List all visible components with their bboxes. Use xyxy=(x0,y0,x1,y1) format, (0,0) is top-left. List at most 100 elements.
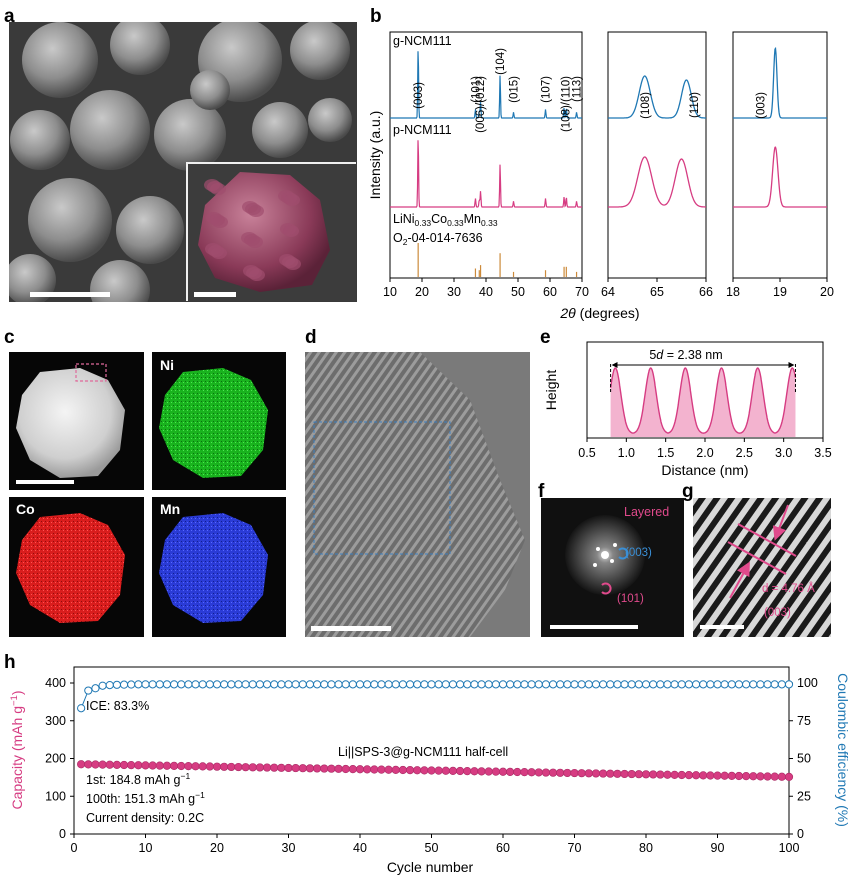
capacity-point xyxy=(620,769,629,779)
capacity-point xyxy=(313,764,322,773)
ce-point xyxy=(155,680,164,689)
ce-point xyxy=(677,680,686,689)
ce-tick-label: 50 xyxy=(797,752,811,766)
zoom2-tick-label: 19 xyxy=(773,285,787,299)
ce-point xyxy=(162,680,172,689)
capacity-point xyxy=(584,769,593,778)
ce-point xyxy=(556,680,565,689)
current-density-text: Current density: 0.2C xyxy=(86,811,204,825)
ref-formula: LiNi0.33Co0.33Mn0.33 xyxy=(393,212,498,228)
ce-point xyxy=(770,680,779,689)
ce-point xyxy=(656,680,665,689)
sem-particle xyxy=(190,70,230,110)
haadf-particle xyxy=(16,368,125,478)
ce-point xyxy=(134,680,143,689)
inset-grain xyxy=(248,205,264,217)
capacity-point xyxy=(463,767,472,776)
capacity-point xyxy=(355,765,365,774)
ce-point xyxy=(298,680,307,689)
xrd-tick-label: 20 xyxy=(415,285,429,299)
ce-point xyxy=(384,680,393,689)
zoom1-peak-label: (108) xyxy=(640,92,652,119)
capacity-point xyxy=(727,771,736,780)
peak-label: (003) xyxy=(413,82,425,109)
hundredth-cycle-text: 100th: 151.3 mAh g−1 xyxy=(86,790,205,806)
zoom1-tick-label: 66 xyxy=(699,285,713,299)
ce-point xyxy=(734,680,744,689)
ce-point xyxy=(119,680,129,689)
capacity-tick-label: 100 xyxy=(45,789,66,803)
ce-point xyxy=(448,680,458,689)
xrd-xlabel: 2θ (degrees) xyxy=(559,305,639,321)
peak-label: (104) xyxy=(495,48,507,75)
p-zoom1-pattern xyxy=(608,156,706,208)
ce-point xyxy=(98,681,107,690)
capacity-point xyxy=(141,761,150,770)
sem-particle xyxy=(28,178,112,262)
inset-grain xyxy=(247,236,263,248)
ce-point xyxy=(784,680,794,689)
zoom2-peak-label: (003) xyxy=(756,92,768,119)
capacity-point xyxy=(177,761,186,771)
ce-point xyxy=(220,680,229,689)
cycle-tick-label: 10 xyxy=(139,841,153,855)
ref-pdf: O2-04-014-7636 xyxy=(393,231,483,247)
sem-image xyxy=(9,22,357,302)
profile-tick-label: 1.5 xyxy=(657,446,674,460)
capacity-point xyxy=(656,770,665,779)
sem-particle xyxy=(110,22,170,75)
ce-point xyxy=(227,680,236,689)
ce-point xyxy=(341,680,350,689)
xrd-tick-label: 70 xyxy=(575,285,589,299)
profile-tick-label: 1.0 xyxy=(618,446,635,460)
capacity-point xyxy=(699,771,708,780)
capacity-point xyxy=(212,762,222,771)
peak-label: (113) xyxy=(572,76,584,102)
haadf-scale-bar xyxy=(16,480,74,484)
panel-label-e: e xyxy=(540,327,551,348)
ce-point xyxy=(527,680,536,689)
capacity-point xyxy=(191,762,200,771)
ce-point xyxy=(613,680,622,689)
capacity-point xyxy=(513,767,522,777)
capacity-point xyxy=(91,760,100,769)
fringe-line-1 xyxy=(737,523,797,557)
fringe-line-2 xyxy=(727,541,787,575)
ce-point xyxy=(262,680,272,689)
ce-point xyxy=(248,680,257,689)
g-ncm111-label: g-NCM111 xyxy=(393,34,452,48)
ce-point xyxy=(570,680,579,689)
capacity-point xyxy=(277,763,286,772)
ce-point xyxy=(198,680,207,689)
fft-101-label: (101) xyxy=(617,593,644,605)
ce-ylabel: Coulombic efficiency (%) xyxy=(835,673,851,827)
hrtem-image xyxy=(305,352,530,637)
ce-point xyxy=(377,680,386,689)
sem-particle xyxy=(308,98,352,142)
capacity-point xyxy=(713,771,722,780)
capacity-point xyxy=(477,767,486,776)
panel-label-a: a xyxy=(4,6,15,27)
hrtem-selection-box xyxy=(313,421,451,555)
ce-point xyxy=(148,680,157,689)
capacity-point xyxy=(448,766,458,775)
ce-point xyxy=(577,680,586,689)
capacity-point xyxy=(541,768,551,777)
sem-particle xyxy=(154,99,226,171)
cycle-tick-label: 40 xyxy=(353,841,367,855)
capacity-point xyxy=(205,762,214,771)
ce-point xyxy=(742,680,751,689)
capacity-point xyxy=(327,764,336,773)
xrd-tick-label: 50 xyxy=(511,285,525,299)
ce-point xyxy=(241,680,250,689)
profile-area xyxy=(610,368,796,437)
capacity-point xyxy=(770,772,779,781)
ce-point xyxy=(291,680,300,689)
capacity-point xyxy=(127,761,136,770)
cycle-tick-label: 20 xyxy=(210,841,224,855)
peak-label: (101) xyxy=(470,76,482,103)
ce-point xyxy=(699,680,708,689)
ce-point xyxy=(191,680,200,689)
fringe-image: d = 4.76 Å (003) xyxy=(693,498,831,637)
ce-point xyxy=(441,680,450,689)
